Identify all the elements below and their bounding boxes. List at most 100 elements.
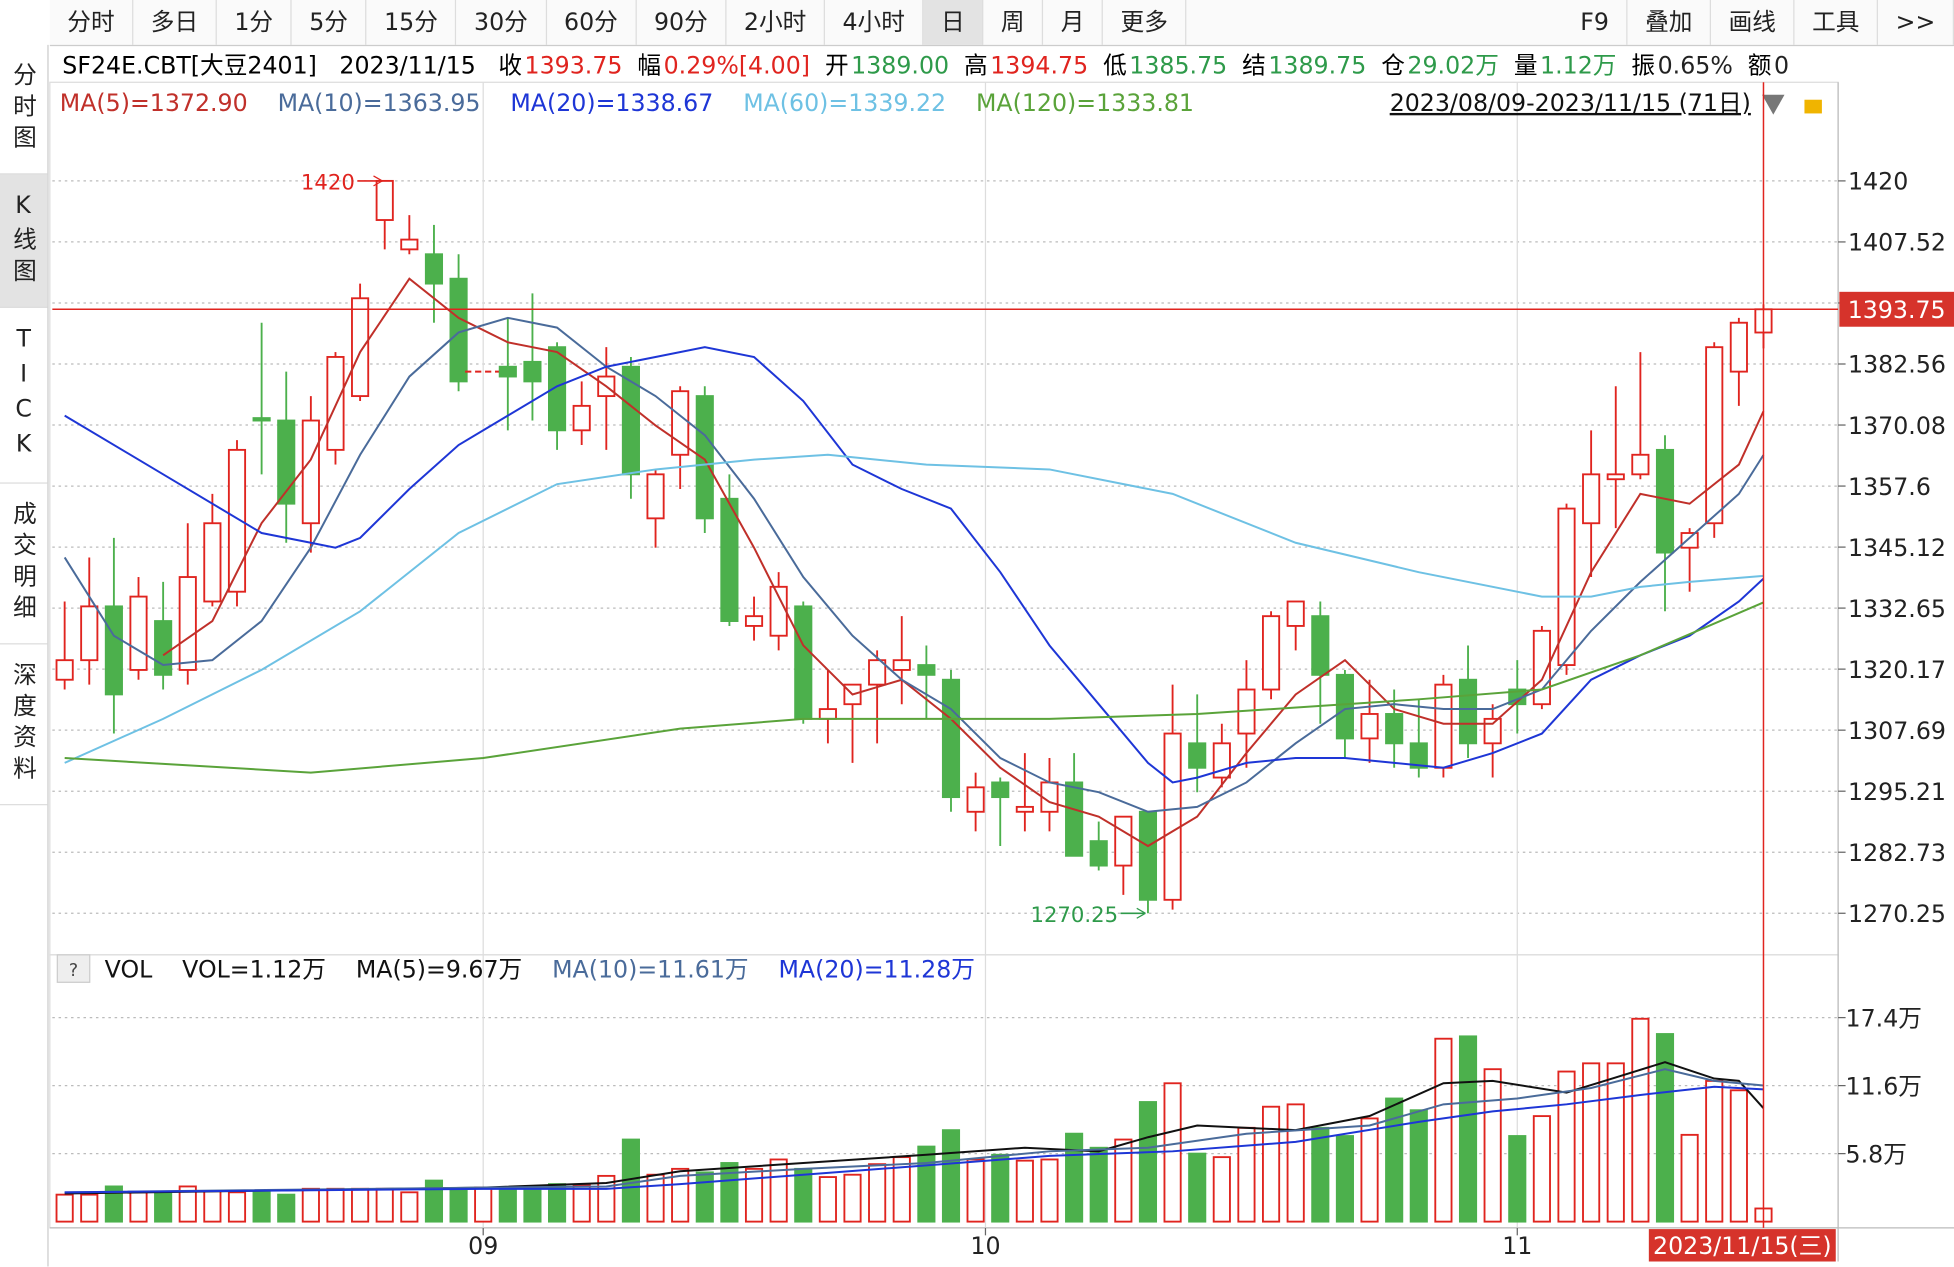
candle-body bbox=[1188, 742, 1207, 769]
volume-bar bbox=[104, 1185, 123, 1223]
candle-body bbox=[203, 522, 222, 603]
side-tab[interactable]: K线图 bbox=[0, 174, 48, 308]
volume-bar bbox=[720, 1162, 739, 1223]
candle-body bbox=[252, 417, 271, 422]
side-tab[interactable]: 分时图 bbox=[0, 45, 48, 175]
field-label: 振 bbox=[1631, 52, 1656, 80]
candle-body bbox=[695, 395, 714, 520]
symbol: SF24E.CBT[大豆2401] bbox=[62, 52, 317, 80]
field-value: 0.65% bbox=[1657, 52, 1733, 80]
volume-bar bbox=[1705, 1079, 1724, 1223]
volume-bar bbox=[277, 1193, 296, 1223]
field-label: 仓 bbox=[1381, 52, 1405, 80]
period-tab[interactable]: 90分 bbox=[637, 0, 727, 45]
candle-body bbox=[1606, 473, 1625, 481]
volume-bar bbox=[351, 1187, 370, 1223]
tool-tab[interactable]: 叠加 bbox=[1628, 0, 1712, 45]
side-tab[interactable]: 成交明细 bbox=[0, 484, 48, 645]
candle-body bbox=[55, 659, 74, 681]
y-tick-label: 1332.65 bbox=[1848, 595, 1946, 623]
candle-body bbox=[671, 390, 690, 456]
candle-body bbox=[1335, 673, 1354, 740]
volume-bar bbox=[203, 1190, 222, 1223]
candle-body bbox=[1409, 742, 1428, 769]
candle-body bbox=[424, 253, 444, 285]
period-tab[interactable]: 5分 bbox=[292, 0, 367, 45]
period-tab[interactable]: 4小时 bbox=[825, 0, 924, 45]
volume-bar bbox=[424, 1179, 444, 1223]
period-tab[interactable]: 分时 bbox=[50, 0, 134, 45]
field-value: 1393.75 bbox=[524, 52, 623, 80]
volume-bar bbox=[868, 1163, 887, 1223]
volume-bar bbox=[1237, 1126, 1256, 1223]
period-tab[interactable]: 30分 bbox=[457, 0, 547, 45]
candle-body bbox=[572, 404, 591, 432]
period-tab[interactable]: 1分 bbox=[217, 0, 292, 45]
volume-bar bbox=[794, 1167, 813, 1223]
candle-body bbox=[1114, 815, 1133, 867]
side-tab[interactable]: TICK bbox=[0, 308, 48, 484]
volume-bar bbox=[227, 1191, 247, 1223]
x-tick-label: 10 bbox=[970, 1232, 1000, 1260]
candle-body bbox=[917, 664, 936, 676]
period-tab[interactable]: 月 bbox=[1043, 0, 1104, 45]
y-tick-label: 1382.56 bbox=[1848, 351, 1946, 379]
period-tab[interactable]: 15分 bbox=[367, 0, 457, 45]
volume-bar bbox=[1286, 1103, 1305, 1223]
volume-bar bbox=[1065, 1132, 1084, 1223]
volume-bar bbox=[449, 1187, 468, 1223]
candle-body bbox=[646, 473, 665, 520]
y-tick-label: 11.6万 bbox=[1846, 1072, 1922, 1100]
date-badge bbox=[1648, 1229, 1836, 1262]
legend-entry: MA(60)=1339.22 bbox=[743, 89, 946, 117]
field-label: 幅 bbox=[637, 52, 662, 80]
candle-body bbox=[991, 781, 1010, 799]
annotation-arrow bbox=[373, 175, 383, 187]
volume-bar bbox=[129, 1191, 148, 1223]
y-tick-label: 1282.73 bbox=[1848, 839, 1946, 867]
candle-body bbox=[1680, 532, 1699, 549]
candle-body bbox=[1138, 810, 1158, 901]
tool-tab[interactable]: 画线 bbox=[1711, 0, 1795, 45]
volume-bar bbox=[1582, 1062, 1601, 1223]
annotation-label: 1420 bbox=[301, 170, 355, 195]
ma-line bbox=[64, 1061, 1765, 1195]
volume-bar bbox=[744, 1167, 764, 1223]
ma-line bbox=[64, 1068, 1764, 1194]
tool-tab[interactable]: 工具 bbox=[1795, 0, 1879, 45]
range-toggle[interactable] bbox=[1762, 94, 1785, 115]
volume-bar bbox=[326, 1187, 345, 1223]
volume-bar bbox=[474, 1186, 493, 1223]
volume-bar bbox=[1262, 1105, 1281, 1223]
period-tab[interactable]: 周 bbox=[983, 0, 1044, 45]
volume-bar bbox=[80, 1193, 99, 1223]
volume-bar bbox=[1311, 1126, 1330, 1223]
period-tab[interactable]: 2小时 bbox=[726, 0, 826, 45]
candle-body bbox=[1729, 321, 1748, 373]
period-tab[interactable]: 更多 bbox=[1103, 0, 1187, 45]
field-label: 开 bbox=[824, 52, 849, 80]
period-tab[interactable]: 日 bbox=[923, 0, 984, 45]
volume-bar bbox=[1385, 1097, 1404, 1223]
candle-body bbox=[744, 615, 764, 627]
volume-bar bbox=[1212, 1156, 1231, 1223]
tool-tab[interactable]: F9 bbox=[1563, 0, 1628, 45]
field-value: 0 bbox=[1773, 52, 1790, 80]
annotation-label: 1270.25 bbox=[1031, 902, 1119, 927]
field-value: 29.02万 bbox=[1407, 52, 1499, 80]
field-value: 0.29%[4.00] bbox=[663, 52, 811, 80]
candle-body bbox=[769, 585, 788, 637]
y-tick-label: 1407.52 bbox=[1848, 229, 1946, 257]
candle-body bbox=[868, 659, 887, 686]
candle-body bbox=[301, 419, 320, 525]
volume-bar bbox=[1557, 1070, 1576, 1223]
period-tab[interactable]: 60分 bbox=[547, 0, 637, 45]
side-tab[interactable]: 深度资料 bbox=[0, 644, 48, 806]
volume-bar bbox=[1729, 1089, 1748, 1223]
toolbar: 分时 多日 1分 5分 15分 30分 60分 90分 2小时 4小时日周月更多 F9 叠加 画线 工具 >… bbox=[49, 0, 1954, 47]
candle-body bbox=[1262, 615, 1281, 691]
legend-entry: MA(10)=1363.95 bbox=[278, 89, 481, 117]
period-tab[interactable]: 多日 bbox=[133, 0, 217, 45]
tool-tab[interactable]: >> bbox=[1878, 0, 1954, 45]
